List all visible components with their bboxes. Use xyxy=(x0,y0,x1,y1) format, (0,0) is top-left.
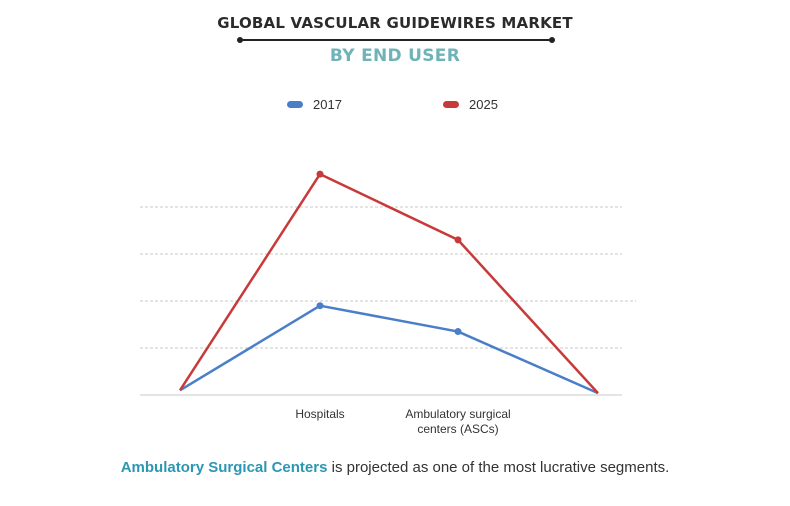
footer-highlight: Ambulatory Surgical Centers xyxy=(120,459,328,476)
legend-item-2017: 2017 xyxy=(287,97,342,112)
legend-swatch-2025 xyxy=(443,101,459,108)
data-point-2025-hospitals xyxy=(316,170,324,178)
data-point-2017-ascs xyxy=(454,328,462,336)
legend-label-2025: 2025 xyxy=(469,97,498,112)
data-point-2025-ascs xyxy=(454,236,462,244)
footer-note: Ambulatory Surgical Centers is projected… xyxy=(0,459,790,476)
legend-label-2017: 2017 xyxy=(313,97,342,112)
legend-item-2025: 2025 xyxy=(443,97,498,112)
x-tick-label-2-0: Ambulatory surgical xyxy=(405,407,510,421)
series-line-2025 xyxy=(178,172,599,394)
chart-title: GLOBAL VASCULAR GUIDEWIRES MARKET xyxy=(217,14,573,32)
series-line-2017 xyxy=(179,304,599,395)
x-tick-label-2-1: centers (ASCs) xyxy=(417,422,498,436)
x-tick-label-1-0: Hospitals xyxy=(295,407,344,421)
footer-text: is projected as one of the most lucrativ… xyxy=(327,459,670,476)
legend-swatch-2017 xyxy=(287,101,303,108)
title-underline xyxy=(237,37,555,43)
chart-subtitle: BY END USER xyxy=(329,46,461,66)
data-point-2017-hospitals xyxy=(316,302,324,310)
